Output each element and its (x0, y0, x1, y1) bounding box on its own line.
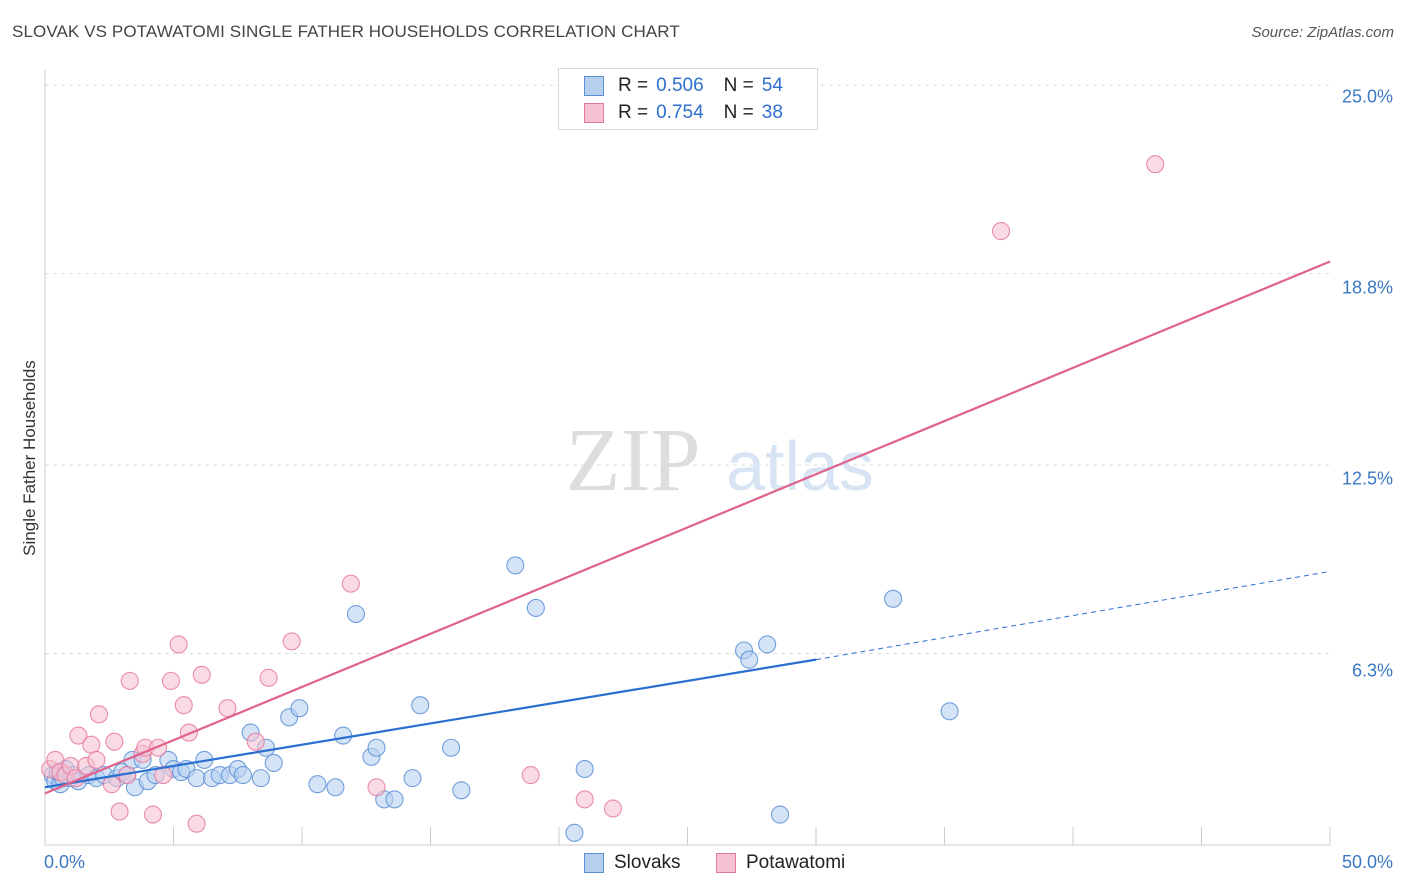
data-point-slovaks (290, 699, 309, 718)
legend-swatch-potawatomi (716, 853, 736, 873)
source-label: Source: ZipAtlas.com (1251, 24, 1394, 41)
data-point-slovaks (506, 556, 525, 575)
data-point-slovaks (346, 604, 366, 624)
data-point-slovaks (251, 769, 270, 788)
data-point-potawatomi (161, 671, 180, 690)
data-point-slovaks (411, 696, 430, 715)
data-point-potawatomi (82, 735, 101, 754)
points-layer (41, 155, 1165, 842)
n-value: 38 (761, 102, 783, 123)
legend-item-potawatomi: Potawatomi (716, 852, 845, 874)
data-point-potawatomi (89, 705, 109, 724)
data-point-potawatomi (991, 222, 1011, 241)
data-point-potawatomi (169, 635, 188, 654)
data-point-potawatomi (149, 738, 168, 757)
data-point-potawatomi (110, 802, 129, 821)
legend-item-slovaks: Slovaks (584, 852, 681, 874)
slovaks-swatch (584, 76, 604, 96)
y-tick-label: 6.3% (1351, 660, 1393, 681)
stats-legend: R = 0.506 N = 54 R = 0.754 N = 38 (558, 68, 818, 130)
stats-row-potawatomi: R = 0.754 N = 38 (584, 102, 783, 124)
data-point-potawatomi (69, 726, 88, 745)
data-point-slovaks (334, 726, 353, 745)
n-value: 54 (761, 75, 783, 96)
r-value: 0.754 (656, 102, 704, 123)
y-tick-label: 12.5% (1341, 468, 1393, 489)
data-point-potawatomi (521, 766, 540, 785)
data-point-potawatomi (87, 750, 106, 769)
data-point-potawatomi (1146, 155, 1165, 174)
data-point-slovaks (326, 778, 345, 797)
trend-line-slovaks (44, 658, 817, 789)
r-label: R = (618, 102, 649, 123)
watermark-atlas: atlas (726, 427, 874, 505)
data-point-potawatomi (246, 732, 265, 751)
data-point-slovaks (367, 738, 386, 757)
data-point-slovaks (884, 589, 903, 608)
data-point-slovaks (940, 702, 959, 721)
data-point-slovaks (565, 823, 584, 842)
axis-layer (44, 70, 1331, 846)
data-point-slovaks (308, 775, 327, 794)
potawatomi-swatch (584, 103, 604, 123)
trend-line-potawatomi (44, 260, 1331, 795)
trend-extension-slovaks (815, 570, 1331, 661)
data-point-potawatomi (179, 723, 198, 742)
x-tick-label-min: 0.0% (44, 852, 86, 872)
chart-title: SLOVAK VS POTAWATOMI SINGLE FATHER HOUSE… (12, 22, 680, 41)
data-point-slovaks (385, 790, 404, 809)
data-point-potawatomi (143, 805, 162, 824)
data-point-potawatomi (367, 778, 386, 797)
data-point-potawatomi (341, 574, 360, 593)
n-label: N = (723, 102, 754, 123)
legend-label-potawatomi: Potawatomi (746, 852, 846, 873)
data-point-potawatomi (187, 814, 206, 833)
data-point-slovaks (526, 598, 545, 617)
data-point-potawatomi (575, 790, 594, 809)
data-point-potawatomi (259, 668, 278, 687)
watermark: ZIP atlas (566, 411, 874, 510)
data-point-slovaks (740, 650, 759, 669)
data-point-potawatomi (282, 632, 301, 651)
data-point-potawatomi (174, 696, 193, 715)
data-point-slovaks (187, 769, 206, 788)
data-point-potawatomi (105, 732, 124, 751)
n-label: N = (723, 75, 754, 96)
x-tick-label-max: 50.0% (1341, 852, 1393, 872)
data-point-slovaks (452, 781, 471, 800)
stats-row-slovaks: R = 0.506 N = 54 (584, 75, 783, 97)
watermark-zip: ZIP (566, 411, 701, 510)
data-point-potawatomi (603, 799, 623, 818)
data-point-potawatomi (192, 665, 211, 684)
data-point-slovaks (403, 769, 422, 788)
r-label: R = (618, 75, 649, 96)
trend-layer (44, 260, 1331, 795)
r-value: 0.506 (656, 75, 704, 96)
data-point-slovaks (442, 738, 461, 757)
data-point-slovaks (264, 753, 283, 772)
legend-label-slovaks: Slovaks (614, 852, 681, 873)
data-point-slovaks (758, 635, 777, 654)
series-legend: Slovaks Potawatomi (0, 852, 1406, 876)
data-point-slovaks (575, 759, 594, 779)
data-point-potawatomi (120, 671, 139, 690)
data-point-slovaks (233, 766, 252, 785)
grid-layer (45, 84, 1330, 655)
legend-swatch-slovaks (584, 853, 604, 873)
y-tick-label: 18.8% (1341, 277, 1393, 298)
y-tick-label: 25.0% (1341, 86, 1393, 107)
data-point-slovaks (770, 805, 790, 824)
